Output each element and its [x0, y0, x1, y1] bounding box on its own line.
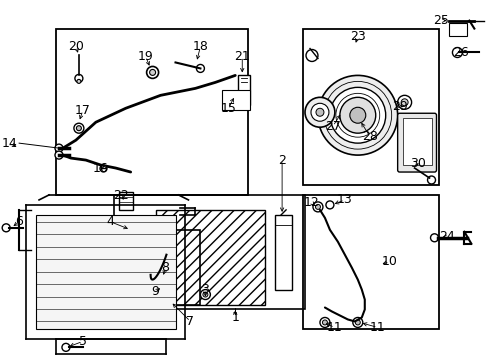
Text: 10: 10 [382, 255, 397, 268]
Text: 17: 17 [75, 104, 91, 117]
Circle shape [431, 234, 439, 242]
Bar [56, 28, 248, 195]
Circle shape [75, 75, 83, 82]
Bar [119, 192, 133, 210]
Bar [222, 90, 250, 110]
Circle shape [355, 320, 360, 325]
Circle shape [196, 64, 204, 72]
Bar [403, 118, 432, 165]
Circle shape [320, 318, 330, 328]
Circle shape [160, 277, 165, 282]
Text: 6: 6 [15, 215, 23, 228]
Text: 23: 23 [350, 30, 366, 43]
Text: 28: 28 [362, 130, 378, 143]
Circle shape [316, 204, 320, 210]
Circle shape [350, 107, 366, 123]
Text: 11: 11 [370, 321, 386, 334]
Circle shape [452, 48, 463, 58]
Text: 13: 13 [337, 193, 353, 206]
Circle shape [316, 108, 324, 116]
Text: 12: 12 [304, 197, 320, 210]
Text: 5: 5 [79, 335, 87, 348]
Bar [114, 195, 305, 310]
Circle shape [55, 144, 63, 152]
Text: 11: 11 [327, 321, 343, 334]
Circle shape [326, 201, 334, 209]
Circle shape [200, 289, 210, 300]
Circle shape [150, 250, 161, 260]
Text: 2: 2 [278, 154, 286, 167]
Text: 15: 15 [220, 102, 236, 115]
Circle shape [62, 343, 70, 351]
Text: 30: 30 [410, 157, 425, 170]
Text: 24: 24 [440, 230, 455, 243]
Circle shape [77, 80, 81, 84]
Circle shape [158, 273, 168, 283]
Text: 4: 4 [107, 215, 115, 228]
Bar [36, 215, 175, 329]
Bar [275, 215, 292, 289]
Circle shape [149, 69, 156, 75]
Text: 29: 29 [392, 100, 408, 113]
Text: 7: 7 [187, 315, 195, 328]
Text: 27: 27 [325, 120, 341, 133]
Text: 25: 25 [434, 14, 449, 27]
Bar [449, 23, 467, 36]
Circle shape [401, 99, 408, 106]
Bar [139, 230, 200, 305]
Text: 3: 3 [201, 283, 209, 296]
Circle shape [164, 296, 168, 300]
Bar [238, 75, 250, 105]
Text: 16: 16 [93, 162, 109, 175]
Text: 26: 26 [454, 46, 469, 59]
Circle shape [203, 292, 208, 297]
Circle shape [147, 67, 159, 78]
Text: 9: 9 [151, 285, 160, 298]
Circle shape [398, 95, 412, 109]
Text: 21: 21 [234, 50, 250, 63]
Circle shape [2, 224, 10, 232]
Circle shape [313, 202, 323, 212]
FancyBboxPatch shape [398, 113, 437, 172]
Text: 20: 20 [68, 40, 84, 53]
Circle shape [74, 123, 84, 133]
Circle shape [76, 126, 81, 131]
Text: 1: 1 [231, 311, 239, 324]
Circle shape [153, 255, 158, 260]
Text: 22: 22 [113, 189, 128, 202]
Bar [303, 195, 440, 329]
Circle shape [322, 320, 327, 325]
Circle shape [162, 291, 170, 298]
Circle shape [330, 87, 386, 143]
Circle shape [340, 97, 376, 133]
Text: 8: 8 [162, 261, 170, 274]
Circle shape [306, 50, 318, 62]
Bar [156, 210, 265, 305]
Circle shape [311, 103, 329, 121]
Text: 19: 19 [138, 50, 153, 63]
Circle shape [318, 75, 398, 155]
Bar [303, 28, 440, 185]
Circle shape [305, 97, 335, 127]
Text: 14: 14 [1, 137, 17, 150]
Circle shape [428, 176, 436, 184]
Circle shape [55, 151, 63, 159]
Circle shape [353, 318, 363, 328]
Text: 18: 18 [193, 40, 208, 53]
